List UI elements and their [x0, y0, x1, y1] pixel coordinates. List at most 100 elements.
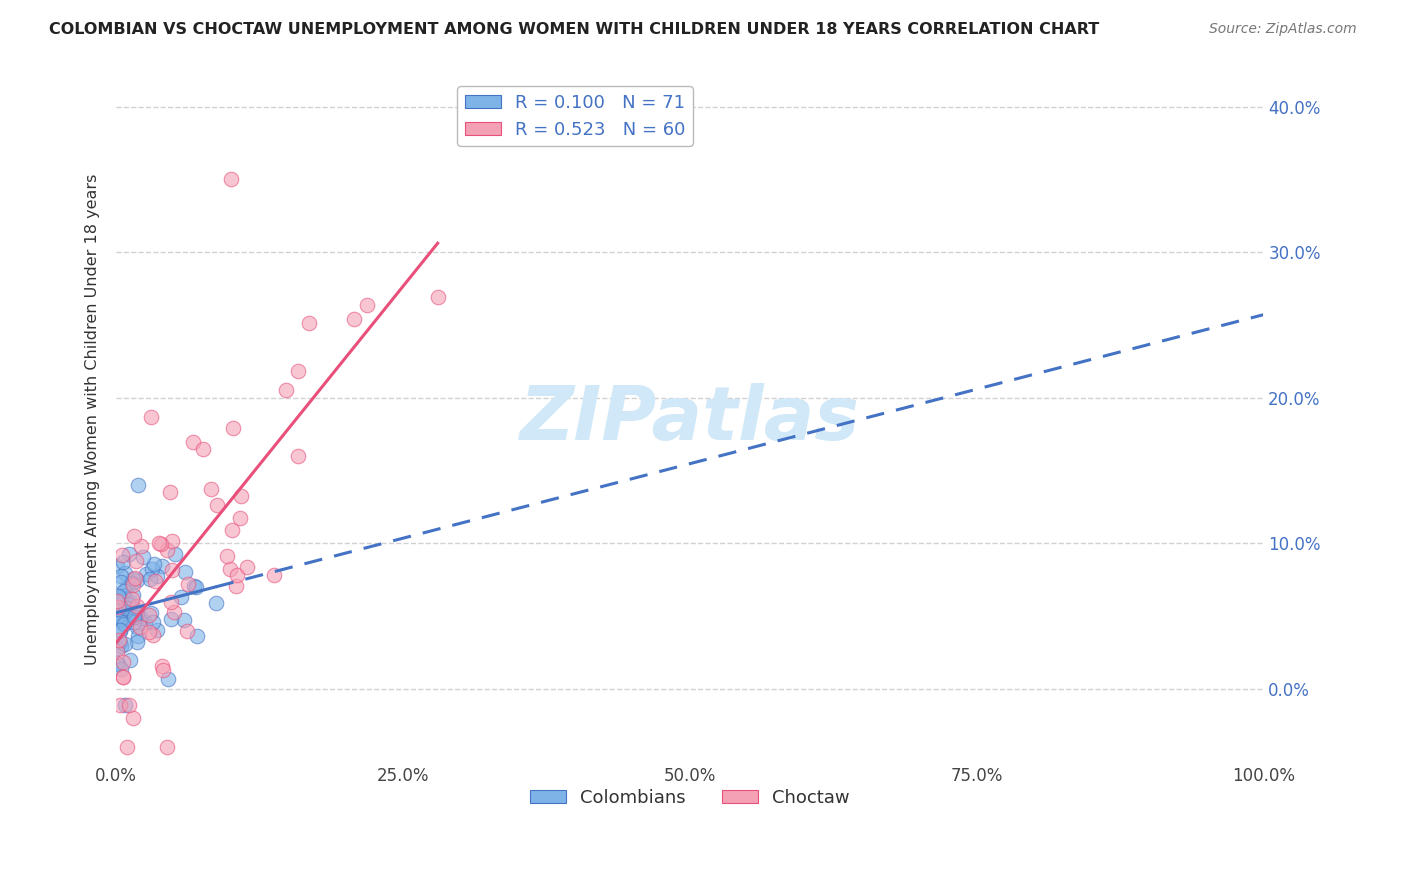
Point [122, 588, 145, 602]
Point [108, 613, 131, 627]
Point [110, 640, 132, 654]
Point [231, 489, 253, 503]
Point [226, 567, 249, 582]
Point [110, 663, 132, 677]
Point [118, 595, 141, 609]
Point [160, 563, 183, 577]
Point [287, 449, 309, 463]
Point [176, 577, 198, 591]
Point [112, 670, 135, 684]
Text: COLOMBIAN VS CHOCTAW UNEMPLOYMENT AMONG WOMEN WITH CHILDREN UNDER 18 YEARS CORRE: COLOMBIAN VS CHOCTAW UNEMPLOYMENT AMONG … [49, 22, 1099, 37]
Point [108, 632, 131, 647]
Point [114, 592, 136, 607]
Point [141, 562, 163, 576]
Point [132, 550, 155, 565]
Point [112, 584, 135, 599]
Point [107, 609, 129, 624]
Point [221, 523, 243, 537]
Point [142, 615, 165, 629]
Point [298, 317, 321, 331]
Point [121, 600, 143, 615]
Point [174, 565, 197, 579]
Point [143, 558, 166, 572]
Point [108, 635, 131, 649]
Point [163, 605, 186, 619]
Text: ZIPatlas: ZIPatlas [520, 383, 860, 456]
Point [186, 630, 208, 644]
Point [112, 655, 135, 669]
Point [108, 624, 131, 639]
Legend: Colombians, Choctaw: Colombians, Choctaw [523, 782, 858, 814]
Point [218, 562, 240, 576]
Point [110, 568, 132, 582]
Point [150, 659, 173, 673]
Point [186, 580, 208, 594]
Point [107, 602, 129, 616]
Point [124, 615, 146, 629]
Point [156, 543, 179, 558]
Point [118, 698, 141, 712]
Point [159, 485, 181, 500]
Point [120, 653, 142, 667]
Point [115, 740, 138, 755]
Point [127, 477, 149, 491]
Point [160, 612, 183, 626]
Point [217, 549, 239, 563]
Point [115, 601, 138, 615]
Point [173, 613, 195, 627]
Point [129, 611, 152, 625]
Point [204, 596, 226, 610]
Point [117, 598, 139, 612]
Point [207, 498, 229, 512]
Point [219, 172, 242, 186]
Point [139, 606, 162, 620]
Point [236, 559, 259, 574]
Point [426, 290, 449, 304]
Point [112, 615, 135, 630]
Point [124, 571, 146, 585]
Point [146, 569, 169, 583]
Point [156, 672, 179, 686]
Point [127, 573, 149, 587]
Point [114, 637, 136, 651]
Point [138, 624, 160, 639]
Point [114, 566, 136, 580]
Point [148, 535, 170, 549]
Point [152, 558, 174, 573]
Point [121, 592, 143, 607]
Point [343, 312, 366, 326]
Point [115, 580, 138, 594]
Point [163, 547, 186, 561]
Point [110, 604, 132, 618]
Point [107, 590, 129, 604]
Point [143, 574, 166, 589]
Point [222, 421, 245, 435]
Point [108, 623, 131, 637]
Y-axis label: Unemployment Among Women with Children Under 18 years: Unemployment Among Women with Children U… [86, 174, 100, 665]
Point [110, 574, 132, 589]
Point [225, 579, 247, 593]
Point [107, 657, 129, 671]
Point [114, 698, 136, 712]
Point [127, 629, 149, 643]
Point [121, 711, 143, 725]
Point [112, 670, 135, 684]
Point [200, 483, 222, 497]
Point [169, 590, 191, 604]
Point [176, 624, 198, 638]
Point [139, 410, 162, 425]
Point [142, 628, 165, 642]
Point [134, 615, 156, 629]
Point [105, 657, 128, 671]
Point [111, 591, 134, 605]
Point [107, 594, 129, 608]
Point [105, 611, 128, 625]
Point [229, 511, 252, 525]
Point [107, 645, 129, 659]
Point [160, 595, 183, 609]
Point [111, 548, 134, 562]
Point [122, 529, 145, 543]
Text: Source: ZipAtlas.com: Source: ZipAtlas.com [1209, 22, 1357, 37]
Point [127, 599, 149, 613]
Point [107, 599, 129, 614]
